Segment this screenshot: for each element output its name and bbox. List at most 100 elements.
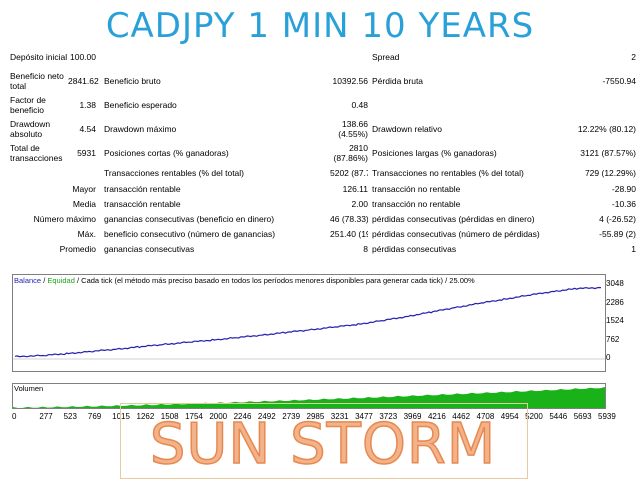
volume-chart [12,383,606,409]
legend-separator: / [41,276,48,285]
x-tick-label: 3231 [330,412,349,421]
factor-label: Factor de beneficio [10,95,46,115]
factor-value: 1.38 [79,100,96,110]
x-tick-label: 277 [39,412,53,421]
mayor-norent-value: -28.90 [611,183,636,194]
promedio-label: Promedio [59,243,96,254]
x-tick-label: 3477 [355,412,373,421]
x-tick-label: 5446 [549,412,568,421]
x-tick-label: 523 [63,412,77,421]
promedio-per-label: pérdidas consecutivas [372,243,457,254]
deposito-label: Depósito inicial [10,52,68,62]
no-rentables-value: 729 (12.29%) [584,168,636,178]
spread-label: Spread [372,52,400,62]
nummax-label: Número máximo [33,213,96,224]
total-trans-value: 5931 [77,148,96,158]
deposito-value: 100.00 [70,52,96,62]
media-rent-value: 2.00 [351,198,368,209]
mayor-norent-label: transacción no rentable [372,183,461,194]
x-tick-label: 3969 [403,412,422,421]
watermark-text: SUN STORM [149,411,497,478]
promedio-gan-label: ganancias consecutivas [104,243,195,254]
media-norent-label: transacción no rentable [372,198,461,209]
x-tick-label: 5200 [525,412,543,421]
beneficio-bruto-value: 10392.56 [332,76,368,86]
page-title: CADJPY 1 MIN 10 YEARS [105,6,535,46]
largas-label: Posiciones largas (% ganadoras) [372,148,497,158]
watermark-frame [120,403,528,479]
y-tick-label: 3048 [606,279,624,288]
drawdown-max-label: Drawdown máximo [104,124,177,134]
x-tick-label: 2985 [306,412,325,421]
drawdown-rel-label: Drawdown relativo [372,124,442,134]
y-tick-label: 0 [606,353,611,362]
beneficio-esperado-label: Beneficio esperado [104,100,177,110]
max-label: Máx. [77,228,96,239]
x-tick-label: 1015 [112,412,130,421]
y-tick-label: 762 [606,334,620,344]
x-tick-label: 4216 [427,412,446,421]
x-tick-label: 4954 [500,412,519,421]
nummax-gan-label: ganancias consecutivas (beneficio en din… [104,213,275,224]
rentables-label: Transacciones rentables (% del total) [104,168,245,178]
promedio-per-value: 1 [631,243,636,254]
mayor-label: Mayor [72,183,96,194]
x-tick-label: 0 [12,412,17,421]
legend-model-text: / Cada tick (el método más preciso basad… [74,276,475,285]
legend-balance: Balance [14,276,42,285]
x-tick-label: 5939 [598,412,616,421]
chart-legend: Balance / Equidad / Cada tick (el método… [14,276,475,285]
x-tick-label: 2739 [282,412,301,421]
x-tick-label: 2492 [257,412,276,421]
y-tick-label: 1524 [606,316,624,325]
balance-chart [12,274,606,372]
max-per-value: -55.89 (2) [599,228,636,239]
x-tick-label: 3723 [379,412,398,421]
drawdown-abs-label: Drawdown absoluto [10,119,51,139]
series-line-balance [14,286,602,358]
x-tick-label: 4462 [452,412,471,421]
x-tick-label: 1508 [160,412,179,421]
volume-chart-svg [13,387,605,408]
beneficio-neto-label: Beneficio neto total [10,71,64,91]
beneficio-neto-value: 2841.62 [68,76,99,86]
mayor-rent-value: 126.11 [342,183,368,194]
total-trans-label: Total de transacciones [10,143,63,163]
balance-chart-svg [13,286,605,360]
media-norent-value: -10.36 [611,198,636,209]
x-tick-label: 1262 [136,412,155,421]
drawdown-rel-value: 12.22% (80.12) [577,124,636,134]
no-rentables-label: Transacciones no rentables (% del total) [372,168,524,178]
volume-area [13,387,605,408]
x-tick-label: 4708 [476,412,495,421]
x-tick-label: 2000 [209,412,228,421]
x-tick-label: 2246 [233,412,252,421]
drawdown-max-value: 138.66 (4.55%) [338,119,368,139]
x-tick-label: 5693 [573,412,592,421]
nummax-gan-value: 46 (78.33) [330,213,368,224]
beneficio-esperado-value: 0.48 [351,100,368,110]
media-label: Media [72,198,96,209]
max-per-label: pérdidas consecutivas (número de pérdida… [372,228,540,239]
x-tick-label: 769 [87,412,102,421]
report-table: Depósito inicial 100.00 Spread 2 Benefic… [10,45,636,256]
beneficio-bruto-label: Beneficio bruto [104,76,161,86]
rentables-value: 5202 (87.71%) [330,168,368,178]
nummax-per-value: 4 (-26.52) [599,213,636,224]
cortas-label: Posiciones cortas (% ganadoras) [104,148,229,158]
perdida-bruta-value: -7550.94 [602,76,636,86]
media-rent-label: transacción rentable [104,198,181,209]
max-ben-label: beneficio consecutivo (número de gananci… [104,228,276,239]
x-tick-label: 1754 [185,412,203,421]
legend-equity: Equidad [47,276,75,285]
volume-label: Volumen [14,384,44,393]
max-ben-value: 251.40 (19) [330,228,368,239]
cortas-value: 2810 (87.86%) [333,143,369,163]
y-tick-label: 2286 [606,297,624,307]
largas-value: 3121 (87.57%) [580,148,636,158]
drawdown-abs-value: 4.54 [79,124,96,134]
promedio-gan-value: 8 [363,243,368,254]
spread-value: 2 [631,52,636,62]
mayor-rent-label: transacción rentable [104,183,181,194]
perdida-bruta-label: Pérdida bruta [372,76,424,86]
